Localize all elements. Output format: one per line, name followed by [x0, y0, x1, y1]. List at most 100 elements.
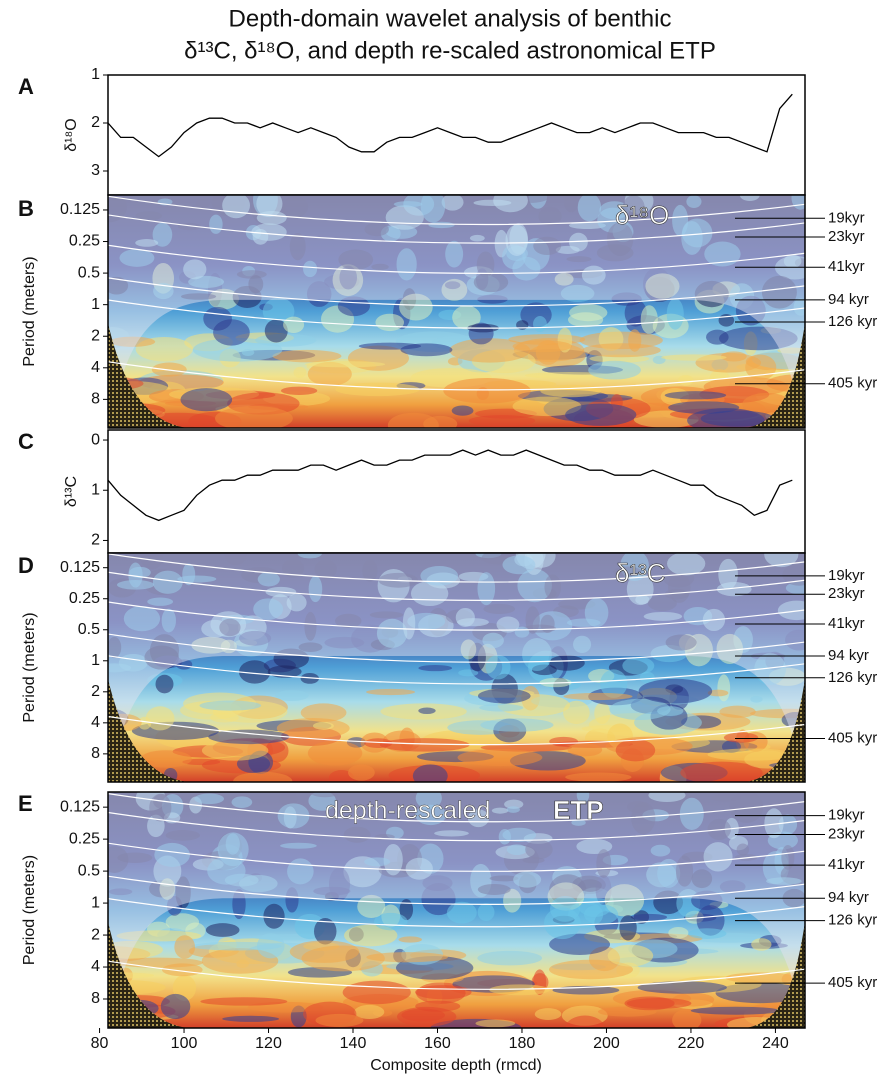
power-blob [203, 306, 232, 331]
power-blob [457, 748, 543, 767]
annotation: 405 kyr [828, 974, 877, 991]
annotation: 94 kyr [828, 647, 869, 664]
power-blob [664, 391, 727, 400]
power-blob [630, 913, 668, 921]
power-blob [619, 915, 637, 941]
period-curve [108, 244, 805, 274]
power-blob [707, 748, 795, 761]
period-curve [108, 793, 805, 823]
power-blob [423, 415, 458, 428]
x-tick-label: 240 [762, 1035, 789, 1052]
y-tick-label: 4 [91, 958, 100, 975]
power-blob [418, 665, 453, 672]
panel-letter: A [18, 74, 34, 99]
power-blob [180, 388, 233, 412]
annotation: 19kyr [828, 567, 865, 584]
annotation: 23kyr [828, 228, 865, 245]
period-curve [108, 571, 805, 601]
power-blob [283, 316, 305, 333]
power-blob [485, 654, 511, 680]
annotation: 94 kyr [828, 291, 869, 308]
coi-hatch [745, 323, 805, 428]
power-blob [412, 764, 448, 782]
power-blob [337, 296, 370, 317]
plot-frame [107, 429, 806, 554]
y-tick-label: 2 [91, 327, 100, 344]
period-curve [108, 553, 805, 583]
cone-of-influence [108, 792, 805, 1028]
power-blob [446, 901, 477, 924]
power-blob [687, 928, 727, 939]
power-blob [400, 343, 453, 357]
power-blob [563, 692, 633, 701]
panel-tag: ETP [553, 795, 604, 825]
power-blob [548, 655, 585, 671]
power-blob [200, 997, 288, 1006]
power-blob [677, 375, 694, 386]
wavelet-image [108, 195, 805, 428]
y-tick-label: 8 [91, 745, 100, 762]
period-curve [108, 277, 805, 307]
power-blob [263, 903, 285, 929]
annotation: 405 kyr [828, 375, 877, 392]
y-tick-label: 2 [91, 683, 100, 700]
power-blob [512, 340, 573, 353]
annotation: 405 kyr [828, 729, 877, 746]
power-blob [750, 695, 763, 703]
y-tick-label: 1 [91, 652, 100, 669]
power-blob [307, 740, 363, 766]
power-blob [534, 1008, 562, 1021]
power-blob [565, 403, 637, 426]
power-blob [615, 739, 656, 762]
y-tick-label: 0.5 [78, 862, 100, 879]
period-curve [108, 361, 805, 391]
power-blob [540, 384, 602, 398]
panel-tag: depth-rescaled [325, 797, 490, 825]
power-blob [280, 386, 318, 395]
y-tick-label: 0.5 [78, 621, 100, 638]
y-tick-label: 0.5 [78, 264, 100, 281]
power-blob [700, 410, 775, 427]
y-tick-label: 0.25 [69, 830, 100, 847]
power-blob [357, 894, 386, 919]
panel-letter: C [18, 429, 34, 454]
annotation: 19kyr [828, 209, 865, 226]
period-curve [108, 960, 805, 990]
power-blob [563, 700, 590, 724]
power-blob [222, 1015, 280, 1022]
plot-frame [107, 552, 806, 783]
power-blob [335, 382, 420, 397]
power-blob [477, 688, 531, 704]
power-blob [512, 396, 582, 417]
y-tick-label: 8 [91, 990, 100, 1007]
period-curve [108, 195, 805, 226]
y-tick-label: 1 [91, 481, 100, 498]
coi-hatch [108, 921, 188, 1028]
x-tick-label: 120 [255, 1035, 282, 1052]
y-tick-label: 1 [91, 894, 100, 911]
power-blob [160, 993, 191, 1020]
x-tick-label: 220 [678, 1035, 705, 1052]
y-axis-label: Period (meters) [21, 855, 38, 965]
power-blob [312, 721, 334, 730]
plot-frame [107, 194, 806, 429]
annotation: 23kyr [828, 825, 865, 842]
y-tick-label: 3 [91, 162, 100, 179]
period-curve [108, 601, 805, 631]
panel-tag: δ¹³C [615, 558, 666, 588]
power-blob [588, 360, 641, 380]
power-blob [582, 343, 661, 358]
period-curve [108, 633, 805, 663]
period-curve [108, 299, 805, 329]
power-blob [449, 338, 531, 363]
y-tick-label: 8 [91, 391, 100, 408]
power-blob [458, 669, 479, 677]
power-blob [344, 924, 398, 947]
power-blob [257, 933, 285, 959]
power-blob [639, 671, 655, 684]
power-blob [307, 361, 352, 387]
power-blob [398, 936, 423, 943]
y-tick-label: 2 [91, 926, 100, 943]
power-blob [199, 700, 262, 711]
